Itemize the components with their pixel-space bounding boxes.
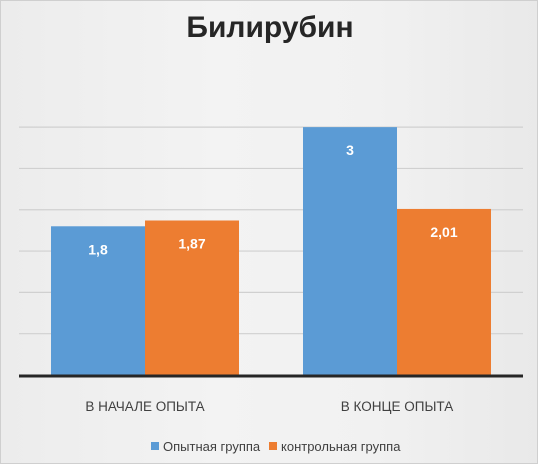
legend-label: Опытная группа: [163, 439, 261, 454]
category-labels: В НАЧАЛЕ ОПЫТА В КОНЦЕ ОПЫТА: [85, 399, 453, 414]
bar: [51, 226, 145, 375]
bar: [397, 208, 491, 375]
legend-swatch: [151, 442, 159, 450]
data-label: 1,87: [178, 235, 205, 251]
legend-swatch: [269, 442, 277, 450]
data-label: 2,01: [430, 224, 457, 240]
category-label: В НАЧАЛЕ ОПЫТА: [85, 399, 204, 414]
data-label: 3: [346, 142, 354, 158]
bar: [145, 220, 239, 375]
chart-title: Билирубин: [186, 11, 353, 44]
data-label: 1,8: [88, 241, 108, 257]
legend-label: контрольная группа: [281, 439, 401, 454]
category-label: В КОНЦЕ ОПЫТА: [341, 399, 453, 414]
legend: Опытная группа контрольная группа: [151, 439, 401, 454]
bars: 1,8 1,87 3 2,01: [51, 127, 491, 375]
bar: [303, 127, 397, 375]
